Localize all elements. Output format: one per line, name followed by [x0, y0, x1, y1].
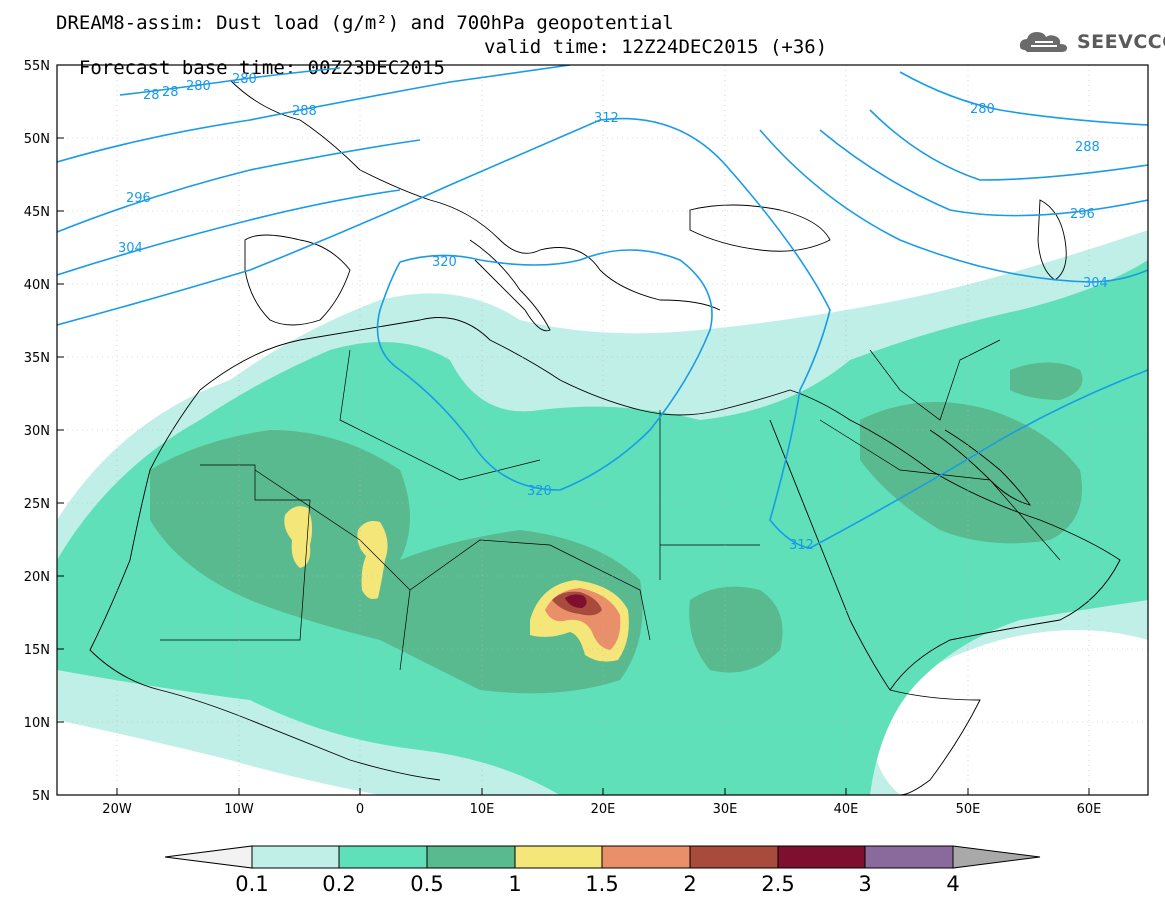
contour-label: 288 — [1075, 140, 1100, 155]
contour-320 — [376, 249, 713, 491]
contour-296-east — [819, 129, 1148, 217]
coast-persian-gulf — [929, 429, 1032, 506]
contour-label: 280 — [186, 79, 211, 94]
lat-label: 45N — [24, 205, 50, 220]
contour-304-east — [759, 129, 1148, 283]
dust-layer-high-arabia — [1010, 362, 1083, 400]
lon-label: 30E — [713, 802, 738, 817]
coast-red-sea — [769, 419, 891, 691]
lat-label: 15N — [24, 643, 50, 658]
contour-304 — [57, 189, 401, 276]
coastlines — [89, 79, 1121, 795]
coast-iberia — [244, 234, 351, 326]
lat-label: 25N — [24, 497, 50, 512]
lat-labels: 55N 50N 45N 40N 35N 30N 25N 20N 15N 10N … — [24, 59, 50, 804]
coast-arabia — [789, 389, 1121, 691]
lon-label: 50E — [956, 802, 981, 817]
coast-west-africa — [89, 389, 441, 781]
contour-label: 296 — [1070, 207, 1095, 222]
contour-312-north — [57, 117, 1148, 549]
grid — [57, 65, 1148, 795]
logo-text: SEEVCCC — [1077, 31, 1165, 53]
border-algeria — [339, 349, 541, 481]
grid-lat — [57, 137, 1148, 723]
axis-ticks — [57, 64, 1090, 796]
contour-label: 304 — [118, 241, 143, 256]
cloud-icon — [1019, 32, 1067, 52]
lat-label: 5N — [32, 789, 50, 804]
coast-horn-africa — [889, 689, 981, 795]
lat-label: 40N — [24, 278, 50, 293]
coast-north-africa — [199, 317, 791, 416]
border-mali — [254, 469, 411, 671]
lon-label: 40E — [834, 802, 859, 817]
coast-europe-north — [229, 79, 721, 311]
coast-black-sea — [689, 204, 831, 252]
contour-label: 296 — [126, 191, 151, 206]
coast-caspian — [1037, 199, 1067, 281]
coast-italy — [469, 239, 551, 332]
lon-ticks — [116, 788, 1090, 795]
contour-label: 320 — [527, 484, 552, 499]
geopotential-contours — [57, 65, 1148, 549]
border-iraq-iran — [869, 339, 1001, 421]
lon-label: 0 — [356, 802, 364, 817]
borders — [160, 339, 1061, 671]
contour-288-east — [869, 109, 1148, 181]
lon-labels: 20W 10W 0 10E 20E 30E 40E 50E 60E — [102, 802, 1101, 817]
lon-label: 60E — [1077, 802, 1102, 817]
valid-time: valid time: 12Z24DEC2015 (+36) — [484, 36, 828, 58]
seevccc-logo: SEEVCCC — [1017, 26, 1165, 56]
lon-label: 20E — [591, 802, 616, 817]
contour-label: 288 — [292, 104, 317, 119]
contour-labels: 28 28 280 280 288 296 304 312 320 320 31… — [118, 72, 1108, 553]
grid-lon — [116, 65, 1090, 795]
dust-darkred-hotspot — [565, 594, 587, 608]
dust-layer-high-east — [860, 402, 1082, 544]
dust-layer-high-sudan — [689, 586, 783, 673]
dust-field — [57, 230, 1148, 795]
border-niger-chad — [409, 539, 651, 641]
lat-label: 20N — [24, 570, 50, 585]
lon-label: 10W — [224, 802, 254, 817]
contour-label: 304 — [1083, 276, 1108, 291]
dust-yellow-blob-2 — [357, 521, 388, 599]
forecast-base-time: Forecast base time: 00Z23DEC2015 — [78, 57, 445, 79]
contour-label: 280 — [232, 72, 257, 87]
border-mauritania — [160, 464, 311, 641]
contour-label: 312 — [789, 538, 814, 553]
lat-label: 10N — [24, 716, 50, 731]
lat-label: 55N — [24, 59, 50, 74]
lon-label: 20W — [102, 802, 132, 817]
contour-288-west — [57, 65, 571, 163]
contour-label: 280 — [970, 102, 995, 117]
contour-296 — [57, 139, 421, 233]
dust-layer-high-west — [150, 430, 643, 694]
contour-280-west — [119, 67, 341, 96]
lon-label: 10E — [470, 802, 495, 817]
map-subtitle: Forecast base time: 00Z23DEC2015 valid t… — [56, 37, 827, 100]
contour-label: 312 — [594, 111, 619, 126]
lat-ticks — [57, 64, 64, 796]
contour-label: 28 — [162, 85, 179, 100]
lat-label: 30N — [24, 424, 50, 439]
dust-yellow-blob-1 — [284, 506, 313, 568]
contour-label: 28 — [143, 88, 160, 103]
lat-label: 35N — [24, 351, 50, 366]
dust-layer-mid — [57, 260, 1148, 795]
border-libya-egypt — [659, 410, 760, 580]
contour-label: 320 — [432, 255, 457, 270]
lat-label: 50N — [24, 132, 50, 147]
map-title: DREAM8-assim: Dust load (g/m²) and 700hP… — [56, 12, 674, 34]
contour-280-east — [899, 71, 1148, 126]
border-saudi — [819, 419, 1061, 561]
